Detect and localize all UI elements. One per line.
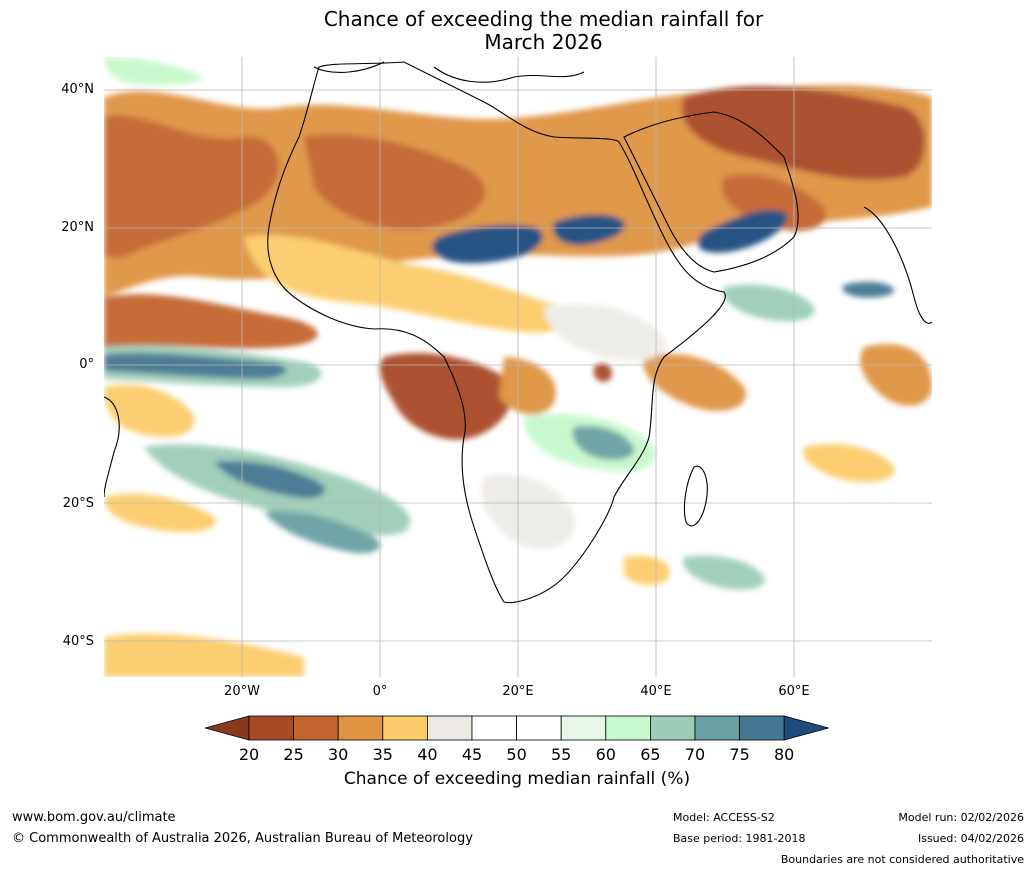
lon-label-40e: 40°E xyxy=(640,684,672,699)
coastline-arabia xyxy=(623,111,799,273)
dry-patch-west-atlantic xyxy=(104,384,195,437)
near-normal-southern-africa xyxy=(481,474,575,549)
colorbar-tick-label: 55 xyxy=(551,745,572,764)
colorbar-tick-label: 50 xyxy=(506,745,527,764)
title-line-1: Chance of exceeding the median rainfall … xyxy=(323,7,764,31)
colorbar-segment xyxy=(426,715,473,741)
colorbar-tick-label: 35 xyxy=(372,745,393,764)
colorbar-segment xyxy=(516,715,562,741)
colorbar-tick-label: 25 xyxy=(283,745,304,764)
map-title: Chance of exceeding the median rainfall … xyxy=(0,8,1035,54)
colorbar-segment xyxy=(293,715,339,741)
wet-core-sahel-west xyxy=(432,225,543,264)
dry-patch-congo-rim xyxy=(499,357,556,415)
dry-core-arabia xyxy=(722,174,826,231)
wet-core-east-africa-south xyxy=(572,425,635,460)
dry-patch-east-africa xyxy=(643,353,746,411)
colorbar-tick-label: 60 xyxy=(595,745,616,764)
lon-label-20w: 20°W xyxy=(224,684,260,699)
graticule xyxy=(104,57,932,677)
wet-core-atlantic-eq xyxy=(104,352,287,379)
dry-band-atlantic-eq xyxy=(104,294,318,349)
dry-patch-southern-ocean xyxy=(104,633,304,677)
title-line-2: March 2026 xyxy=(484,30,603,54)
wet-patch-indian-ocean xyxy=(723,284,815,322)
wet-core-sahel-east xyxy=(553,214,625,246)
lat-label-20s: 20°S xyxy=(62,496,94,511)
coastline-india xyxy=(863,206,932,324)
footer-disclaimer: Boundaries are not considered authoritat… xyxy=(780,853,1024,866)
dry-band-west-africa xyxy=(244,234,572,333)
dry-core-north-west xyxy=(104,115,279,258)
colorbar-segment xyxy=(471,715,517,741)
dry-band-south-atlantic xyxy=(104,493,216,533)
coastlines xyxy=(104,61,932,604)
dry-core-middle-east xyxy=(682,86,925,180)
lon-label-60e: 60°E xyxy=(778,684,810,699)
dry-patch-indian-ocean xyxy=(860,343,932,406)
colorbar-segment xyxy=(337,715,384,741)
wet-patch-north-atlantic xyxy=(104,57,204,86)
colorbar-segment xyxy=(649,715,696,741)
lon-label-0: 0° xyxy=(372,684,388,699)
wet-patch-mozambique-channel xyxy=(683,555,765,590)
footer-model-run: Model run: 02/02/2026 xyxy=(898,811,1024,824)
coastline-africa xyxy=(267,61,726,604)
map-canvas xyxy=(104,57,932,677)
colorbar-tick-label: 40 xyxy=(417,745,438,764)
colorbar-segment xyxy=(694,715,740,741)
colorbar-tick-label: 45 xyxy=(461,745,483,764)
lat-label-40s: 40°S xyxy=(62,634,94,649)
colorbar xyxy=(205,715,829,741)
colorbar-segments xyxy=(205,715,829,741)
lat-label-20n: 20°N xyxy=(61,220,94,235)
colorbar-segment xyxy=(739,715,785,741)
colorbar-arrow-high xyxy=(783,715,829,741)
dry-patch-madagascar-east xyxy=(624,555,670,586)
dry-patch-congo xyxy=(379,353,513,440)
colorbar-tick-label: 30 xyxy=(328,745,349,764)
rainfall-map xyxy=(104,57,932,677)
coastline-south-america xyxy=(104,396,120,498)
probability-field xyxy=(104,57,932,677)
colorbar-segment xyxy=(560,715,607,741)
colorbar-tick-label: 65 xyxy=(640,745,661,764)
lat-label-40n: 40°N xyxy=(61,82,94,97)
dry-patch-south-indian xyxy=(803,443,895,483)
lon-label-20e: 20°E xyxy=(502,684,534,699)
colorbar-tick-label: 80 xyxy=(774,745,795,764)
footer-model: Model: ACCESS-S2 xyxy=(673,811,775,824)
lat-label-0: 0° xyxy=(79,357,94,372)
near-normal-east-africa xyxy=(544,303,666,361)
footer-website[interactable]: www.bom.gov.au/climate xyxy=(12,810,176,825)
coastline-europe xyxy=(313,61,585,83)
colorbar-tick-label: 20 xyxy=(238,745,260,764)
colorbar-label: Chance of exceeding median rainfall (%) xyxy=(343,769,691,789)
wet-core-red-sea xyxy=(697,209,788,253)
coastline-madagascar xyxy=(683,465,708,527)
footer-base-period: Base period: 1981-2018 xyxy=(673,832,806,845)
colorbar-segment xyxy=(382,715,428,741)
colorbar-arrow-low xyxy=(205,715,250,741)
footer-copyright: © Commonwealth of Australia 2026, Austra… xyxy=(12,831,473,846)
colorbar-segment xyxy=(605,715,651,741)
colorbar-segment xyxy=(248,715,294,741)
wet-core-lake-victoria xyxy=(593,363,612,382)
wet-patch-south-atlantic-2 xyxy=(264,511,380,554)
colorbar-tick-label: 70 xyxy=(684,745,706,764)
dry-core-sahara xyxy=(304,134,486,230)
wet-core-arabian-sea xyxy=(842,281,895,298)
footer-issued: Issued: 04/02/2026 xyxy=(917,832,1024,845)
colorbar-tick-label: 75 xyxy=(729,745,750,764)
